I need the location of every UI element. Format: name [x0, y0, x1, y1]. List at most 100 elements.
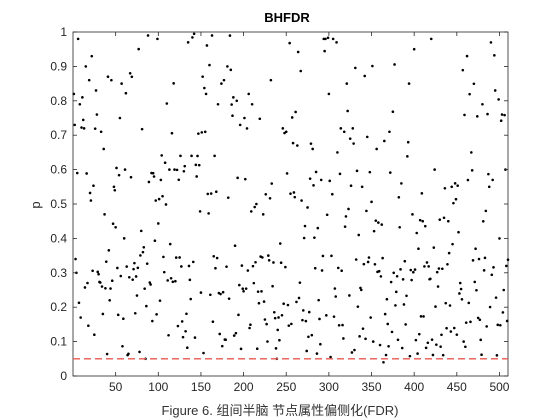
data-point [267, 258, 271, 262]
data-point [155, 313, 158, 316]
data-point [237, 313, 240, 317]
x-tick-label: 450 [447, 380, 467, 394]
data-point [191, 260, 195, 264]
data-point [289, 192, 292, 195]
data-point [454, 197, 458, 201]
data-point [72, 92, 76, 96]
data-point [145, 304, 148, 308]
data-point [208, 63, 211, 67]
data-point [255, 347, 259, 351]
data-point [139, 254, 142, 257]
data-point [371, 340, 375, 343]
data-point [214, 190, 218, 194]
data-point [249, 323, 252, 327]
data-point [283, 131, 286, 135]
data-point [396, 338, 400, 342]
data-point [102, 147, 106, 151]
data-point [162, 255, 165, 259]
y-tick-label: 1 [60, 25, 67, 39]
data-point [333, 287, 337, 290]
data-point [241, 287, 245, 291]
data-point [184, 329, 187, 333]
data-point [332, 315, 336, 318]
data-point [105, 352, 109, 356]
data-point [203, 86, 206, 90]
data-point [149, 283, 152, 286]
data-point [494, 296, 498, 299]
data-point [123, 168, 127, 171]
data-point [256, 290, 260, 293]
data-point [86, 281, 89, 285]
data-point [133, 311, 137, 315]
data-point [422, 315, 425, 318]
data-point [199, 291, 203, 294]
y-tick-label: 0.5 [50, 197, 67, 211]
data-point [456, 184, 459, 187]
data-point [406, 140, 410, 144]
data-point [169, 276, 173, 280]
data-point [195, 175, 198, 178]
data-point [154, 199, 158, 202]
data-point [177, 178, 181, 182]
data-point [330, 254, 333, 258]
data-point [408, 354, 412, 358]
data-point [133, 261, 136, 265]
data-point [172, 82, 175, 85]
data-point [198, 210, 202, 213]
data-point [316, 226, 320, 230]
data-point [324, 37, 327, 41]
data-point [179, 154, 182, 158]
data-point [209, 192, 213, 195]
data-point [293, 195, 297, 199]
data-point [423, 265, 426, 268]
data-point [414, 338, 418, 342]
data-point [374, 219, 378, 222]
data-point [410, 278, 413, 282]
data-point [251, 264, 255, 268]
data-point [134, 275, 138, 278]
data-point [79, 316, 82, 319]
data-point [153, 239, 157, 243]
data-point [137, 47, 140, 51]
data-point [446, 262, 449, 266]
data-point [470, 151, 473, 154]
data-point [361, 327, 365, 330]
data-point [117, 173, 121, 177]
data-point [106, 75, 110, 79]
data-point [380, 223, 384, 226]
data-point [193, 336, 197, 339]
data-point [248, 326, 251, 330]
data-point [110, 78, 113, 82]
x-tick-label: 300 [319, 380, 339, 394]
data-point [281, 127, 285, 130]
data-point [218, 332, 222, 336]
data-point [431, 353, 435, 357]
data-point [205, 44, 209, 47]
data-point [245, 127, 249, 130]
data-point [340, 269, 343, 273]
data-point [296, 50, 300, 54]
data-point [469, 320, 472, 324]
data-point [88, 191, 92, 195]
data-point [168, 242, 172, 246]
data-point [388, 130, 391, 134]
data-point [424, 346, 428, 350]
data-point [211, 320, 215, 323]
x-tick-label: 100 [148, 380, 168, 394]
data-point [87, 78, 91, 82]
data-point [210, 34, 214, 37]
data-point [367, 256, 371, 259]
data-point [235, 99, 239, 103]
data-point [212, 254, 216, 258]
data-point [466, 178, 470, 182]
y-tick-label: 0.4 [50, 231, 67, 245]
data-point [481, 219, 485, 223]
data-point [309, 142, 313, 145]
data-point [357, 233, 361, 237]
data-point [93, 127, 97, 130]
data-point [331, 37, 335, 41]
data-point [492, 266, 495, 269]
x-tick-label: 400 [404, 380, 424, 394]
data-point [204, 92, 208, 96]
